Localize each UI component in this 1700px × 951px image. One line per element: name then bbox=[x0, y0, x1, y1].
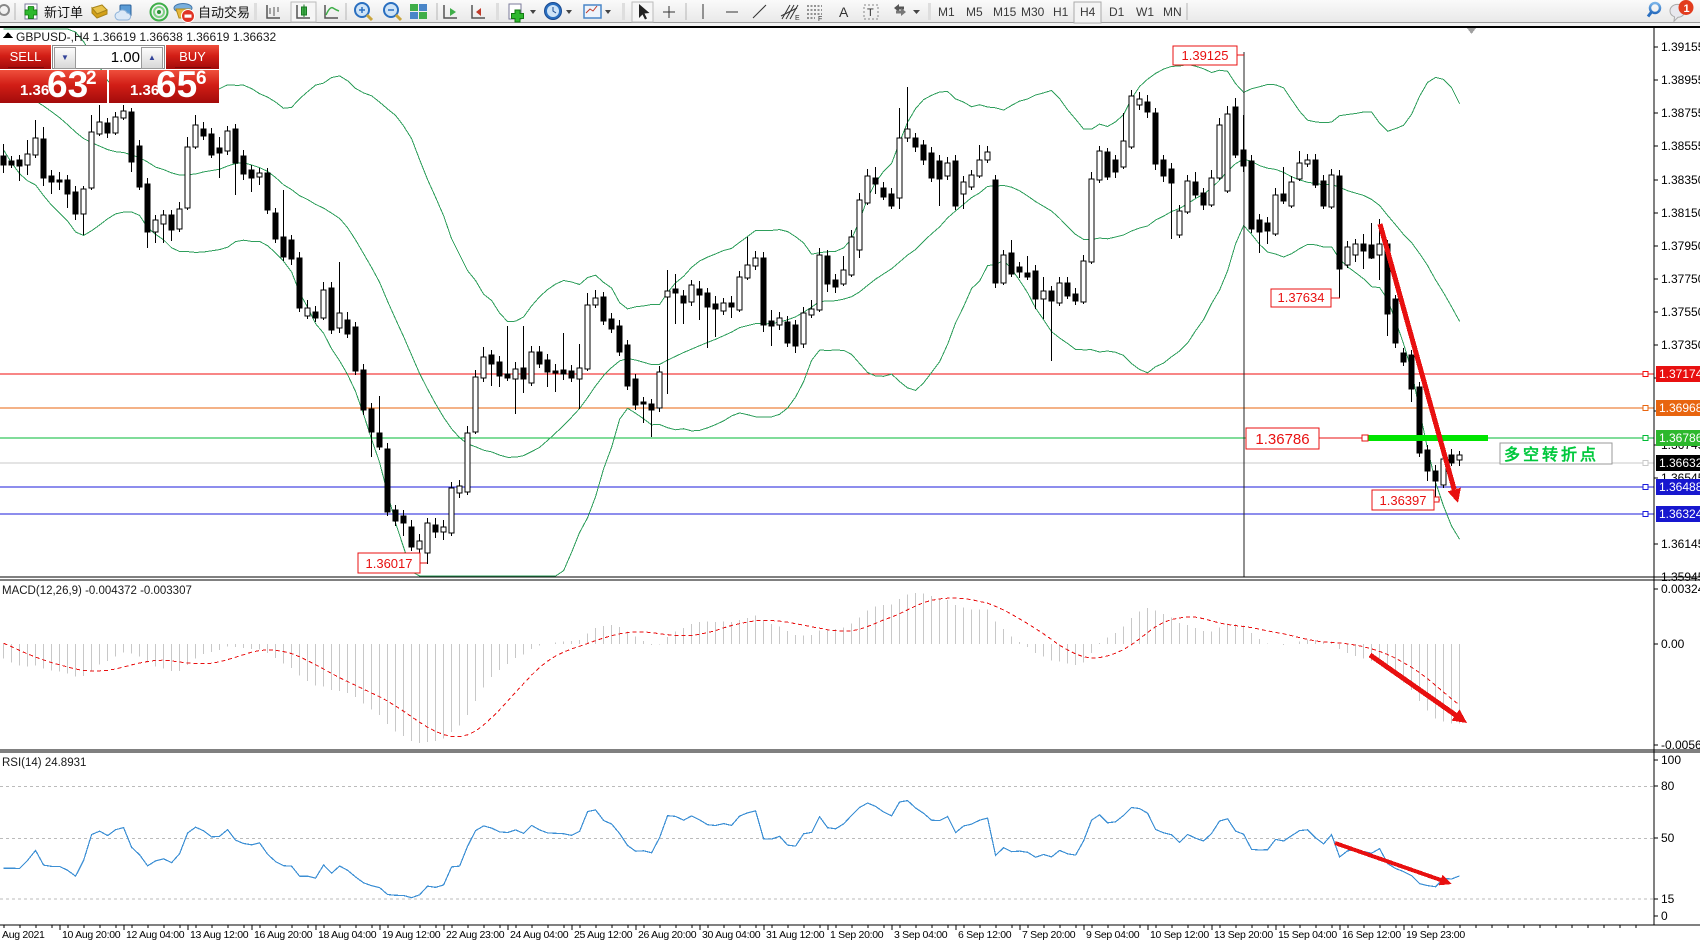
svg-text:1.37550: 1.37550 bbox=[1661, 305, 1700, 319]
svg-text:10 Sep 12:00: 10 Sep 12:00 bbox=[1150, 929, 1209, 941]
svg-text:RSI(14) 24.8931: RSI(14) 24.8931 bbox=[2, 757, 86, 769]
svg-text:0: 0 bbox=[1661, 909, 1668, 923]
svg-text:Aug 2021: Aug 2021 bbox=[2, 929, 45, 941]
svg-text:1.36145: 1.36145 bbox=[1661, 537, 1700, 551]
svg-text:15: 15 bbox=[1661, 892, 1675, 906]
svg-text:E: E bbox=[795, 15, 800, 22]
svg-text:0.00: 0.00 bbox=[1661, 637, 1685, 651]
svg-text:1.36968: 1.36968 bbox=[1659, 401, 1700, 415]
svg-text:16 Sep 12:00: 16 Sep 12:00 bbox=[1342, 929, 1401, 941]
svg-text:7 Sep 20:00: 7 Sep 20:00 bbox=[1022, 929, 1076, 941]
svg-text:1.36017: 1.36017 bbox=[366, 556, 413, 571]
svg-text:0.003243: 0.003243 bbox=[1661, 582, 1700, 596]
svg-text:W1: W1 bbox=[1136, 5, 1154, 19]
svg-text:D1: D1 bbox=[1109, 5, 1125, 19]
svg-text:30 Aug 04:00: 30 Aug 04:00 bbox=[702, 929, 761, 941]
svg-text:1.38150: 1.38150 bbox=[1661, 206, 1700, 220]
svg-text:1: 1 bbox=[1684, 3, 1690, 15]
svg-text:80: 80 bbox=[1661, 779, 1675, 793]
svg-text:100: 100 bbox=[1661, 753, 1681, 767]
svg-text:1.37634: 1.37634 bbox=[1278, 290, 1325, 305]
svg-text:3 Sep 04:00: 3 Sep 04:00 bbox=[894, 929, 948, 941]
svg-text:19 Sep 23:00: 19 Sep 23:00 bbox=[1406, 929, 1465, 941]
svg-text:1.39125: 1.39125 bbox=[1182, 48, 1229, 63]
svg-text:自动交易: 自动交易 bbox=[198, 5, 250, 20]
svg-text:16 Aug 20:00: 16 Aug 20:00 bbox=[254, 929, 313, 941]
svg-text:9 Sep 04:00: 9 Sep 04:00 bbox=[1086, 929, 1140, 941]
svg-text:12 Aug 04:00: 12 Aug 04:00 bbox=[126, 929, 185, 941]
svg-text:1.37350: 1.37350 bbox=[1661, 338, 1700, 352]
svg-text:1.36786: 1.36786 bbox=[1659, 431, 1700, 445]
svg-text:M1: M1 bbox=[938, 5, 955, 19]
svg-text:T: T bbox=[867, 7, 874, 19]
svg-text:MN: MN bbox=[1163, 5, 1182, 19]
svg-text:1.37950: 1.37950 bbox=[1661, 239, 1700, 253]
svg-text:1.36632: 1.36632 bbox=[1659, 456, 1700, 470]
svg-text:1.38350: 1.38350 bbox=[1661, 173, 1700, 187]
svg-text:1.38955: 1.38955 bbox=[1661, 73, 1700, 87]
svg-text:M5: M5 bbox=[966, 5, 983, 19]
svg-text:6 Sep 12:00: 6 Sep 12:00 bbox=[958, 929, 1012, 941]
svg-text:1.37750: 1.37750 bbox=[1661, 272, 1700, 286]
svg-text:1.37174: 1.37174 bbox=[1659, 367, 1700, 381]
svg-text:GBPUSD-,H4 1.36619 1.36638 1.3: GBPUSD-,H4 1.36619 1.36638 1.36619 1.366… bbox=[16, 30, 277, 44]
svg-text:13 Aug 12:00: 13 Aug 12:00 bbox=[190, 929, 249, 941]
svg-text:1.35945: 1.35945 bbox=[1661, 570, 1700, 584]
svg-text:10 Aug 20:00: 10 Aug 20:00 bbox=[62, 929, 121, 941]
svg-text:M15: M15 bbox=[993, 5, 1017, 19]
svg-text:1 Sep 20:00: 1 Sep 20:00 bbox=[830, 929, 884, 941]
svg-text:18 Aug 04:00: 18 Aug 04:00 bbox=[318, 929, 377, 941]
svg-text:H1: H1 bbox=[1053, 5, 1069, 19]
svg-text:31 Aug 12:00: 31 Aug 12:00 bbox=[766, 929, 825, 941]
svg-text:1.36397: 1.36397 bbox=[1380, 493, 1427, 508]
svg-text:24 Aug 04:00: 24 Aug 04:00 bbox=[510, 929, 569, 941]
svg-text:MACD(12,26,9) -0.004372 -0.003: MACD(12,26,9) -0.004372 -0.003307 bbox=[2, 585, 192, 597]
svg-text:1.36786: 1.36786 bbox=[1255, 431, 1309, 448]
svg-text:1.38755: 1.38755 bbox=[1661, 106, 1700, 120]
svg-text:1.39155: 1.39155 bbox=[1661, 40, 1700, 54]
svg-text:19 Aug 12:00: 19 Aug 12:00 bbox=[382, 929, 441, 941]
svg-text:1.36324: 1.36324 bbox=[1659, 507, 1700, 521]
svg-text:50: 50 bbox=[1661, 831, 1675, 845]
svg-text:22 Aug 23:00: 22 Aug 23:00 bbox=[446, 929, 505, 941]
svg-text:15 Sep 04:00: 15 Sep 04:00 bbox=[1278, 929, 1337, 941]
svg-text:多空转折点: 多空转折点 bbox=[1504, 445, 1599, 464]
svg-text:F: F bbox=[818, 16, 822, 23]
svg-text:M30: M30 bbox=[1021, 5, 1045, 19]
svg-text:A: A bbox=[839, 4, 849, 20]
svg-text:25 Aug 12:00: 25 Aug 12:00 bbox=[574, 929, 633, 941]
svg-text:新订单: 新订单 bbox=[44, 5, 83, 20]
svg-text:13 Sep 20:00: 13 Sep 20:00 bbox=[1214, 929, 1273, 941]
svg-text:-0.005616: -0.005616 bbox=[1661, 738, 1700, 752]
svg-text:26 Aug 20:00: 26 Aug 20:00 bbox=[638, 929, 697, 941]
svg-text:1.38555: 1.38555 bbox=[1661, 139, 1700, 153]
svg-text:1.36488: 1.36488 bbox=[1659, 480, 1700, 494]
svg-text:H4: H4 bbox=[1080, 5, 1096, 19]
